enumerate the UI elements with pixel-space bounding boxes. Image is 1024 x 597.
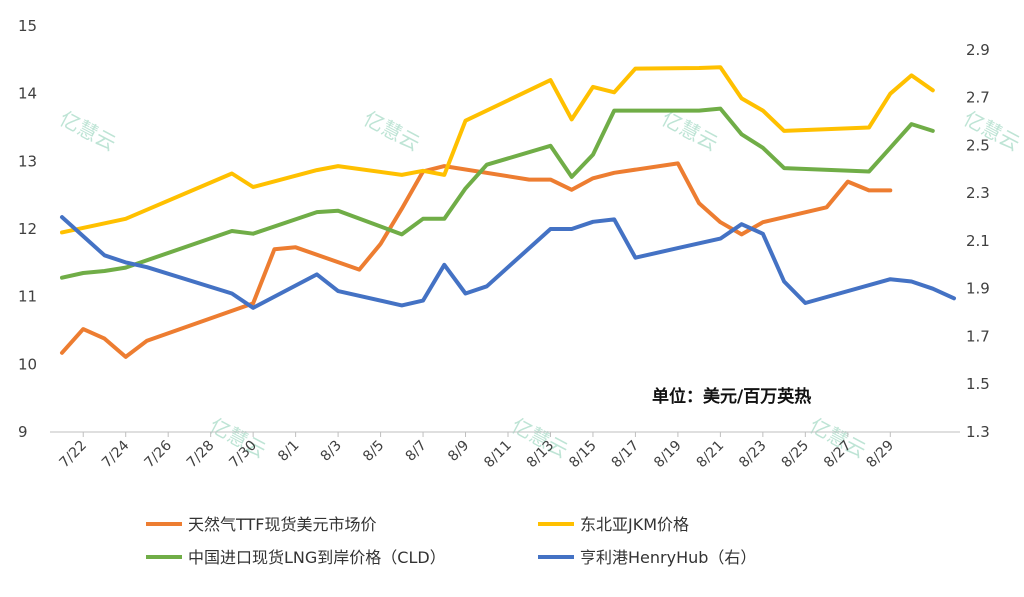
unit-note: 单位：美元/百万英热: [652, 386, 811, 407]
y-right-tick-label: 2.1: [966, 232, 990, 250]
x-tick-label: 7/26: [141, 437, 175, 471]
watermark-1: 亿慧云: [360, 106, 424, 155]
x-tick-label: 8/9: [445, 438, 472, 465]
legend-label-3: 亨利港HenryHub（右）: [580, 548, 756, 567]
series-line-3: [60, 215, 956, 310]
x-tick-label: 8/21: [694, 438, 728, 472]
y-left-tick-label: 14: [18, 85, 37, 103]
y-right-tick-label: 2.9: [966, 41, 990, 59]
y-right-axis: 1.3 1.5 1.7 1.9 2.1 2.3 2.5 2.7 2.9: [966, 41, 990, 441]
y-right-tick-label: 1.9: [966, 280, 990, 298]
legend-label-0: 天然气TTF现货美元市场价: [188, 515, 376, 534]
x-tick-label: 8/5: [360, 438, 387, 465]
x-tick-label: 8/11: [481, 438, 515, 472]
watermark-2: 亿慧云: [658, 106, 722, 155]
series-line-0: [60, 161, 893, 359]
legend-label-2: 中国进口现货LNG到岸价格（CLD）: [188, 548, 446, 567]
watermark-0: 亿慧云: [56, 106, 120, 155]
x-tick-label: 8/25: [779, 438, 813, 472]
x-tick-label: 8/7: [403, 438, 430, 465]
y-right-tick-label: 1.7: [966, 327, 990, 345]
y-left-tick-label: 13: [18, 152, 37, 170]
y-left-tick-label: 12: [18, 220, 37, 238]
series-lines: [60, 65, 956, 359]
y-right-tick-label: 1.3: [966, 423, 990, 441]
y-left-tick-label: 9: [18, 423, 28, 441]
x-tick-label: 8/19: [651, 438, 685, 472]
y-right-tick-label: 1.5: [966, 375, 990, 393]
y-left-tick-label: 11: [18, 288, 37, 306]
x-tick-label: 8/17: [609, 438, 643, 472]
y-left-axis: 9 10 11 12 13 14 15: [18, 17, 37, 441]
y-right-tick-label: 2.3: [966, 184, 990, 202]
x-tick-label: 8/1: [275, 438, 302, 465]
x-tick-label: 7/22: [57, 438, 91, 472]
y-right-tick-label: 2.7: [966, 89, 990, 107]
x-tick-label: 7/28: [184, 438, 218, 472]
y-left-tick-label: 10: [18, 355, 37, 373]
y-left-tick-label: 15: [18, 17, 37, 35]
x-tick-label: 8/23: [736, 438, 770, 472]
y-right-tick-label: 2.5: [966, 136, 990, 154]
x-tick-label: 7/24: [99, 437, 133, 471]
legend-label-1: 东北亚JKM价格: [580, 515, 689, 534]
x-axis: 7/22 7/24 7/26 7/28 7/30 8/1 8/3 8/5 8/7 8/9 8/11 8…: [57, 432, 897, 472]
x-tick-label: 8/3: [318, 438, 345, 465]
series-line-2: [60, 106, 935, 280]
series-line-1: [60, 65, 935, 235]
